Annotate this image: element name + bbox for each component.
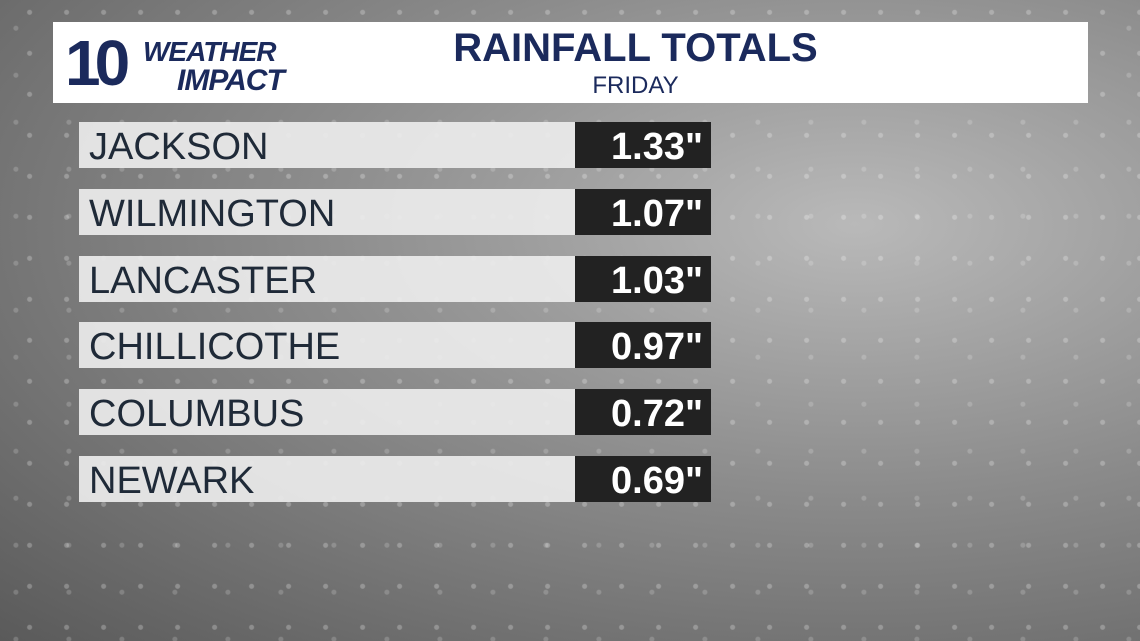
rain-total: 1.07"	[575, 188, 711, 235]
logo: 10 WEATHER IMPACT	[65, 27, 335, 99]
table-row: JACKSON 1.33"	[79, 122, 711, 168]
city-name: LANCASTER	[79, 255, 575, 302]
subtitle: FRIDAY	[592, 72, 679, 99]
city-name: JACKSON	[79, 122, 575, 168]
city-name: NEWARK	[79, 456, 575, 502]
table-row: CHILLICOTHE 0.97"	[79, 322, 711, 369]
rain-total: 0.97"	[575, 322, 711, 369]
header-bar: 10 WEATHER IMPACT RAINFALL TOTALS FRIDAY	[53, 22, 1088, 103]
logo-line: IMPACT	[177, 64, 285, 97]
rain-total: 0.69"	[575, 456, 711, 502]
city-name: COLUMBUS	[79, 389, 575, 436]
table-row: WILMINGTON 1.07"	[79, 188, 711, 235]
rain-total: 0.72"	[575, 389, 711, 436]
title: RAINFALL TOTALS	[453, 26, 818, 70]
logo-line: WEATHER	[143, 36, 276, 67]
table-row: COLUMBUS 0.72"	[79, 389, 711, 436]
logo-number: 10	[65, 27, 130, 99]
rain-total: 1.03"	[575, 255, 711, 302]
rain-total: 1.33"	[575, 122, 711, 168]
table-row: NEWARK 0.69"	[79, 456, 711, 502]
city-name: WILMINGTON	[79, 188, 575, 235]
table-row: LANCASTER 1.03"	[79, 255, 711, 302]
city-name: CHILLICOTHE	[79, 322, 575, 369]
